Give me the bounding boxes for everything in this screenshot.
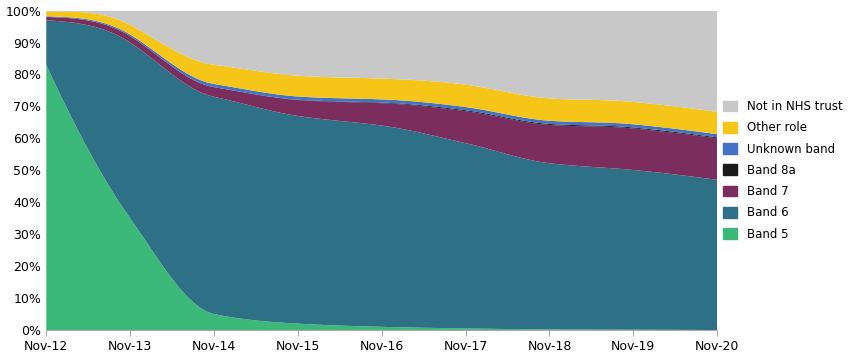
Legend: Not in NHS trust, Other role, Unknown band, Band 8a, Band 7, Band 6, Band 5: Not in NHS trust, Other role, Unknown ba… xyxy=(723,100,842,241)
